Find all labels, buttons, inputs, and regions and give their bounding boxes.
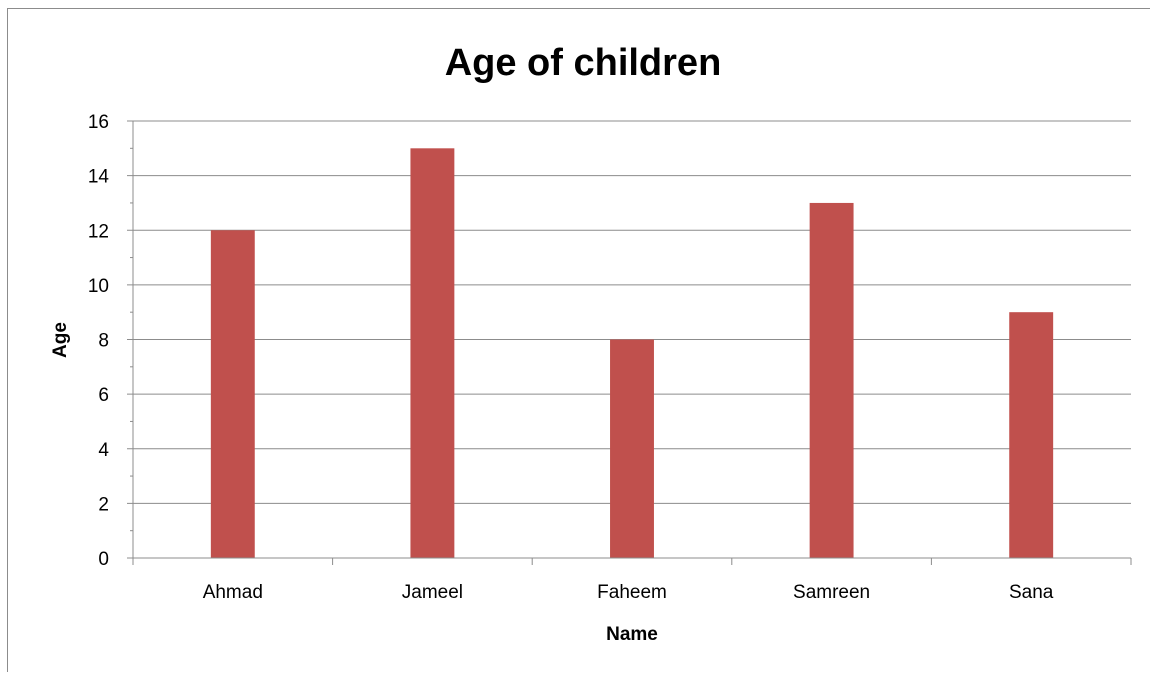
- x-tick-label: Faheem: [597, 582, 667, 603]
- y-tick-label: 8: [98, 331, 109, 352]
- x-tick-label: Sana: [1009, 582, 1054, 603]
- bar-samreen: [810, 203, 854, 558]
- y-tick-label: 16: [88, 112, 109, 133]
- y-tick-label: 10: [88, 276, 109, 297]
- chart-title: Age of children: [445, 42, 722, 84]
- x-tick-label: Jameel: [402, 582, 463, 603]
- bars: [211, 148, 1053, 558]
- y-tick-label: 0: [98, 549, 109, 570]
- x-tick-label: Ahmad: [203, 582, 263, 603]
- y-tick-label: 14: [88, 167, 110, 188]
- y-tick-label: 12: [88, 221, 109, 242]
- x-tick-label: Samreen: [793, 582, 870, 603]
- y-tick-label: 6: [98, 385, 109, 406]
- bar-sana: [1009, 312, 1053, 558]
- x-axis-title: Name: [606, 624, 658, 645]
- bar-jameel: [410, 148, 454, 558]
- bar-ahmad: [211, 230, 255, 558]
- y-axis-title: Age: [50, 322, 71, 358]
- bar-faheem: [610, 340, 654, 559]
- y-tick-label: 4: [98, 440, 109, 461]
- y-tick-label: 2: [98, 494, 109, 515]
